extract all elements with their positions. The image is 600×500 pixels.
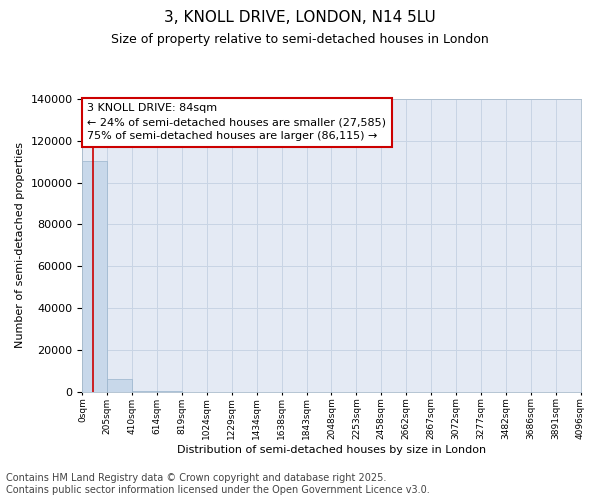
- Bar: [107, 379, 132, 392]
- Y-axis label: Number of semi-detached properties: Number of semi-detached properties: [15, 142, 25, 348]
- Text: Size of property relative to semi-detached houses in London: Size of property relative to semi-detach…: [111, 32, 489, 46]
- Text: 3 KNOLL DRIVE: 84sqm
← 24% of semi-detached houses are smaller (27,585)
75% of s: 3 KNOLL DRIVE: 84sqm ← 24% of semi-detac…: [88, 104, 386, 142]
- X-axis label: Distribution of semi-detached houses by size in London: Distribution of semi-detached houses by …: [177, 445, 486, 455]
- Bar: [82, 160, 107, 392]
- Text: Contains HM Land Registry data © Crown copyright and database right 2025.
Contai: Contains HM Land Registry data © Crown c…: [6, 474, 430, 495]
- Bar: [132, 391, 157, 392]
- Text: 3, KNOLL DRIVE, LONDON, N14 5LU: 3, KNOLL DRIVE, LONDON, N14 5LU: [164, 10, 436, 25]
